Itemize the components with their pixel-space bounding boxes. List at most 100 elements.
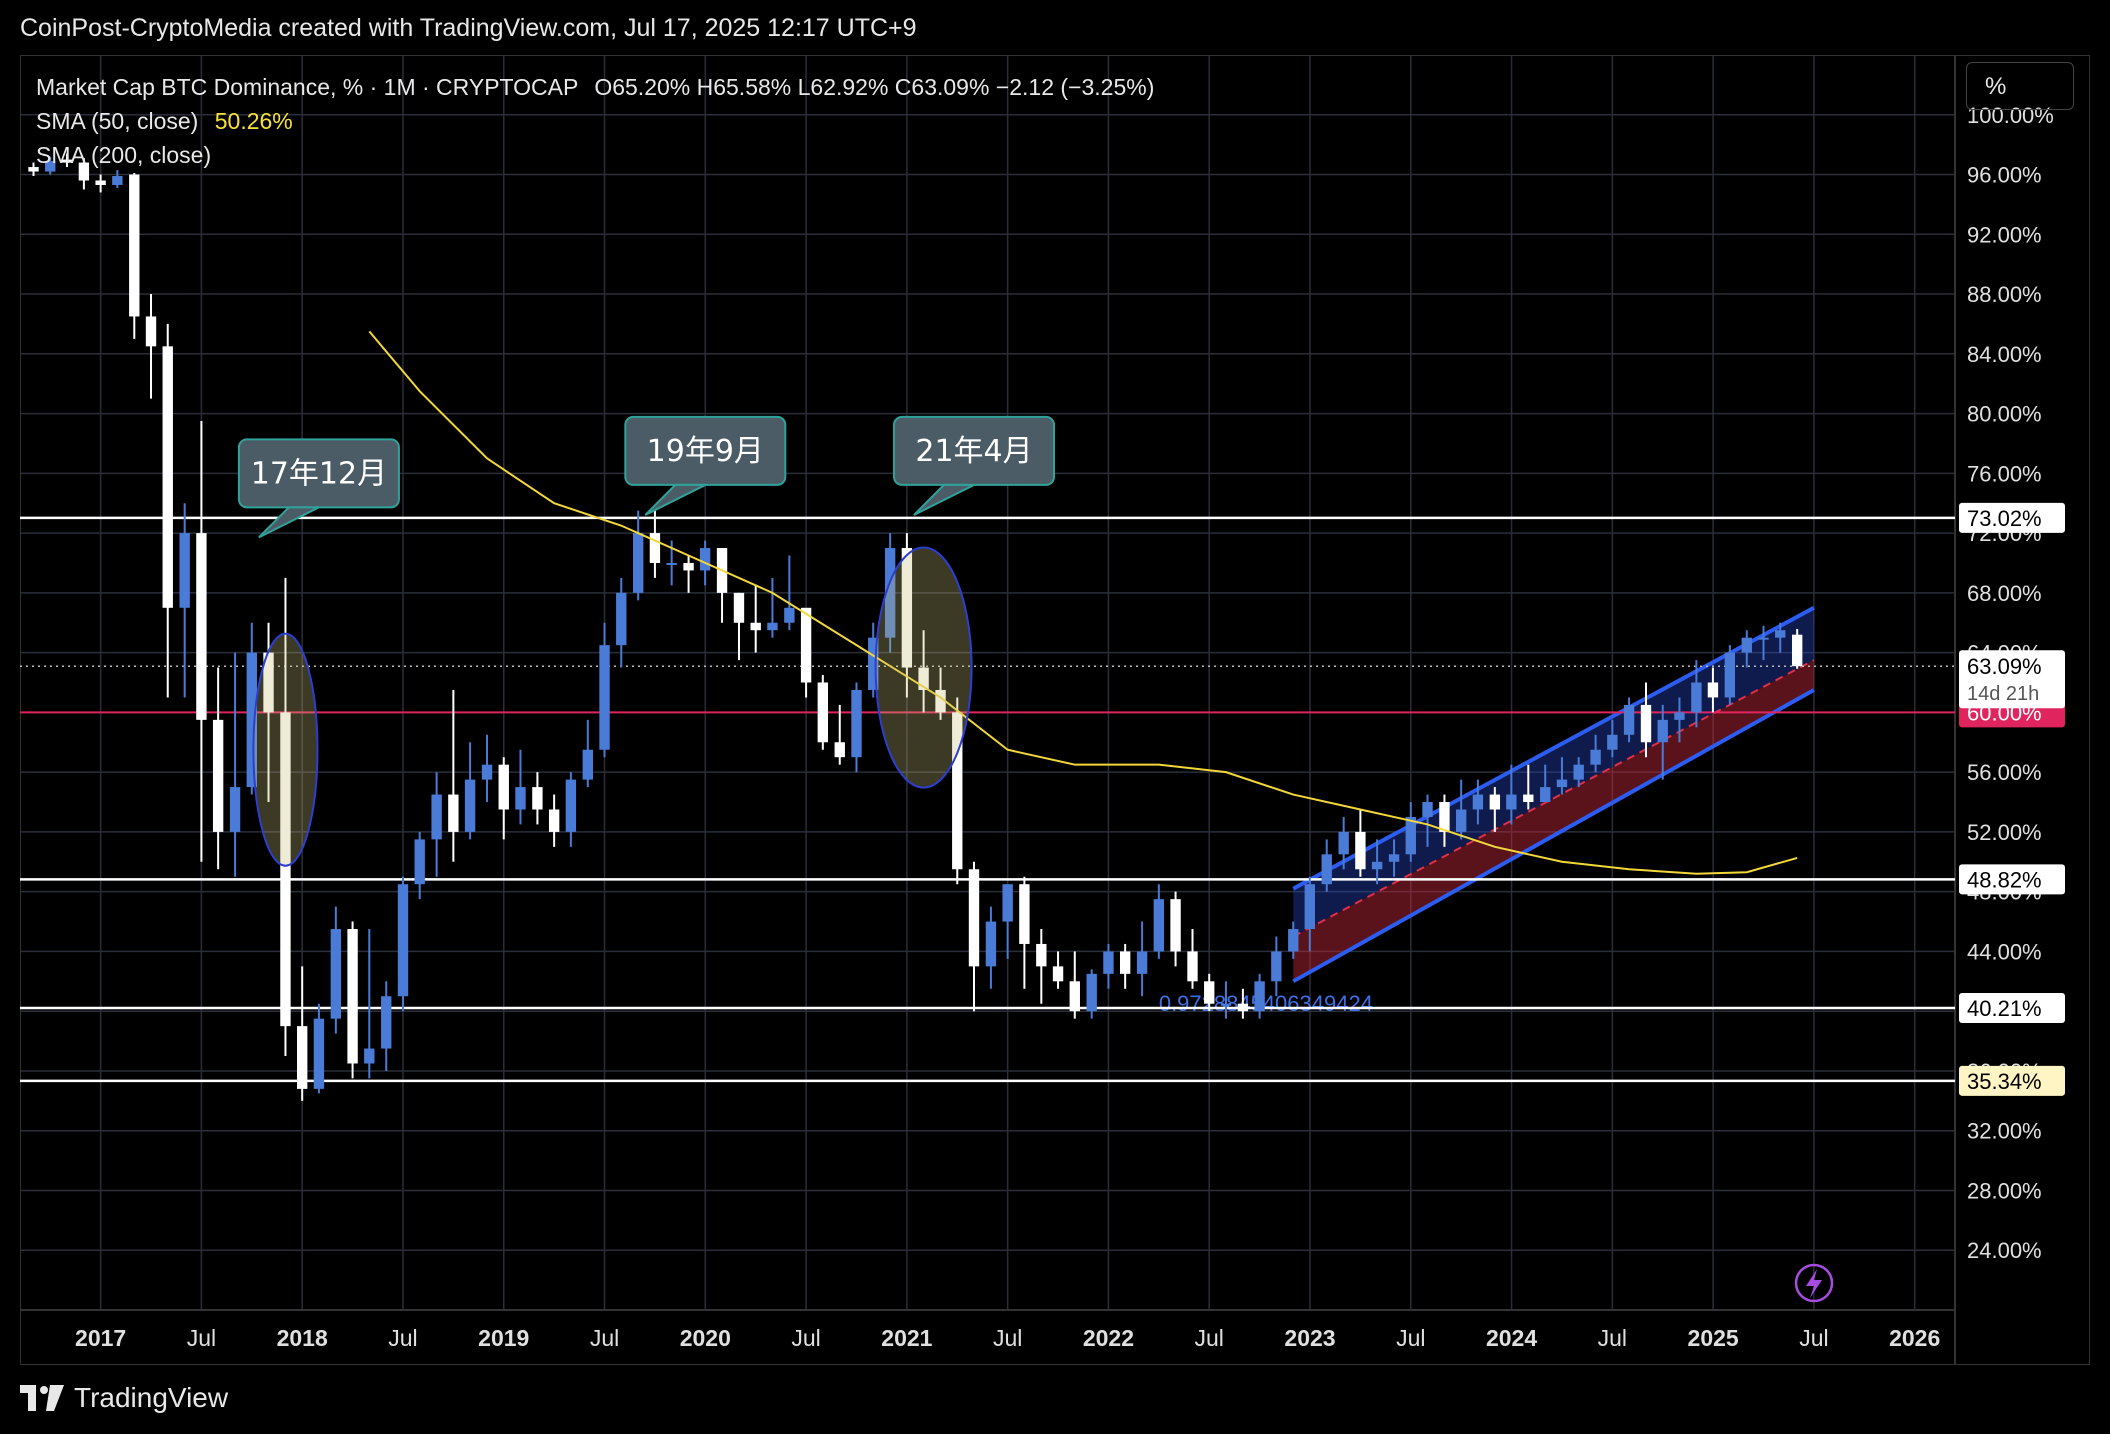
candle-body[interactable] (1691, 682, 1702, 713)
callout-bubble[interactable]: 17年12月 (237, 438, 400, 539)
candle-body[interactable] (1707, 682, 1719, 698)
candle-body[interactable] (918, 667, 929, 690)
candle-body[interactable] (229, 787, 241, 832)
candle-body[interactable] (364, 1048, 375, 1064)
candle-body[interactable] (1170, 899, 1181, 952)
candle-body[interactable] (1573, 764, 1584, 780)
candle-body[interactable] (1187, 951, 1198, 982)
candle-body[interactable] (263, 652, 274, 713)
candle-body[interactable] (868, 637, 879, 690)
candle-body[interactable] (95, 180, 106, 185)
candle-body[interactable] (1439, 802, 1450, 832)
candle-body[interactable] (1204, 981, 1215, 1004)
candle-body[interactable] (1640, 704, 1652, 743)
candle-body[interactable] (1489, 794, 1501, 810)
candle-body[interactable] (515, 787, 526, 810)
callout-bubble[interactable]: 21年4月 (892, 415, 1055, 516)
candle-body[interactable] (129, 174, 140, 317)
price-chart[interactable]: 0.9728845406349424 17年12月 19年9月 21年4月 100.00… (19, 54, 2091, 1366)
candle-body[interactable] (1254, 981, 1265, 1012)
scale-unit-button[interactable]: % (1966, 62, 2074, 110)
candle-body[interactable] (1136, 951, 1148, 974)
candle-body[interactable] (297, 1026, 308, 1089)
candle-body[interactable] (448, 794, 459, 832)
candle-body[interactable] (246, 652, 257, 788)
candle-body[interactable] (851, 689, 862, 758)
legend-sma200-label[interactable]: SMA (200, close) (36, 142, 212, 168)
candle-body[interactable] (1741, 637, 1752, 653)
candle-body[interactable] (397, 884, 409, 997)
candle-body[interactable] (1674, 712, 1685, 720)
candle-body[interactable] (750, 622, 761, 631)
candle-body[interactable] (683, 562, 694, 571)
candle-body[interactable] (212, 719, 224, 832)
candle-body[interactable] (699, 548, 711, 571)
candle-body[interactable] (78, 162, 90, 181)
candle-body[interactable] (1019, 884, 1030, 944)
candle-body[interactable] (481, 764, 493, 780)
candle-body[interactable] (1153, 899, 1165, 952)
candle-body[interactable] (548, 809, 560, 832)
candle-body[interactable] (968, 869, 980, 967)
candle-body[interactable] (666, 562, 677, 565)
candle-body[interactable] (431, 794, 442, 840)
candle-body[interactable] (1119, 951, 1131, 974)
candle-body[interactable] (1523, 794, 1534, 803)
candle-body[interactable] (884, 548, 896, 638)
candle-body[interactable] (1540, 787, 1551, 803)
candle-body[interactable] (1220, 1003, 1232, 1006)
highlight-ellipse[interactable] (874, 546, 973, 789)
candle-body[interactable] (179, 533, 190, 608)
candle-body[interactable] (414, 839, 425, 885)
candle-body[interactable] (633, 533, 644, 593)
lightning-icon[interactable] (1794, 1263, 1834, 1303)
candle-body[interactable] (532, 787, 543, 810)
candle-body[interactable] (616, 592, 627, 646)
candle-body[interactable] (1791, 634, 1803, 667)
candle-body[interactable] (1036, 943, 1047, 967)
candle-body[interactable] (800, 607, 812, 683)
candle-body[interactable] (935, 689, 946, 713)
candle-body[interactable] (1069, 981, 1080, 1012)
candle-body[interactable] (565, 779, 577, 832)
callout-bubble[interactable]: 19年9月 (624, 415, 787, 516)
channel-lower-line[interactable] (1292, 688, 1815, 984)
candle-body[interactable] (280, 712, 291, 1027)
candle-body[interactable] (1304, 884, 1315, 930)
candle-body[interactable] (45, 161, 56, 172)
candle-body[interactable] (1288, 929, 1299, 952)
candle-body[interactable] (599, 645, 610, 750)
candle-body[interactable] (1103, 951, 1114, 974)
candle-body[interactable] (162, 346, 173, 608)
candle-body[interactable] (1775, 630, 1786, 638)
candle-body[interactable] (1472, 794, 1484, 810)
candle-body[interactable] (1086, 973, 1097, 1012)
candle-body[interactable] (733, 592, 745, 623)
candle-body[interactable] (347, 929, 358, 1064)
candle-body[interactable] (649, 533, 661, 563)
candle-body[interactable] (464, 779, 476, 832)
candle-body[interactable] (834, 742, 845, 758)
candle-body[interactable] (1506, 794, 1517, 810)
candle-body[interactable] (330, 929, 342, 1019)
candle-body[interactable] (61, 159, 73, 163)
candle-body[interactable] (985, 921, 997, 967)
highlight-ellipse[interactable] (252, 632, 319, 867)
candle-body[interactable] (1657, 719, 1668, 743)
sma50-line[interactable] (368, 330, 1798, 875)
candle-body[interactable] (1388, 854, 1400, 862)
candle-body[interactable] (1237, 1003, 1249, 1012)
candle-body[interactable] (1271, 951, 1282, 982)
candle-body[interactable] (1422, 802, 1433, 817)
candle-body[interactable] (1758, 637, 1769, 640)
candle-body[interactable] (1455, 809, 1467, 832)
candle-body[interactable] (1405, 816, 1416, 855)
candle-body[interactable] (1556, 779, 1568, 788)
legend-sma50-label[interactable]: SMA (50, close) (36, 108, 199, 134)
candle-body[interactable] (1724, 652, 1736, 698)
candle-body[interactable] (112, 176, 123, 185)
candle-body[interactable] (196, 533, 207, 720)
candle-body[interactable] (767, 622, 778, 631)
channel-upper-line[interactable] (1292, 606, 1815, 891)
candle-body[interactable] (1371, 861, 1383, 870)
